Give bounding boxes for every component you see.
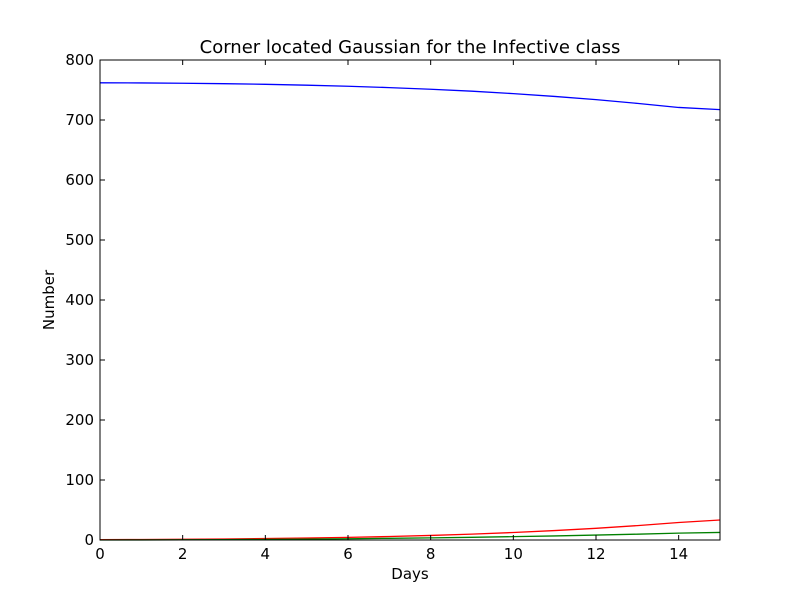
x-tick-label: 12 [586, 545, 605, 563]
plot-background [100, 60, 720, 540]
y-axis-label: Number [40, 269, 58, 330]
y-tick-label: 500 [65, 231, 94, 249]
x-tick-label: 6 [343, 545, 353, 563]
y-tick-label: 0 [84, 531, 94, 549]
plot-area [100, 60, 720, 540]
y-tick-label: 800 [65, 51, 94, 69]
ticks-layer: 0 2 4 6 8 10 12 14 0 100 200 300 400 500 600 700 800 [65, 51, 720, 563]
chart-title: Corner located Gaussian for the Infectiv… [200, 37, 621, 58]
y-tick-label: 600 [65, 171, 94, 189]
x-tick-label: 10 [504, 545, 523, 563]
y-tick-label: 300 [65, 351, 94, 369]
x-tick-label: 4 [261, 545, 271, 563]
series-line-1 [99, 82, 721, 111]
y-tick-label: 700 [65, 111, 94, 129]
x-tick-label: 14 [669, 545, 688, 563]
x-tick-label: 0 [95, 545, 105, 563]
x-tick-label: 2 [178, 545, 188, 563]
y-tick-label: 400 [65, 291, 94, 309]
x-tick-label: 8 [426, 545, 436, 563]
y-tick-label: 200 [65, 411, 94, 429]
y-tick-label: 100 [65, 471, 94, 489]
x-axis-label: Days [391, 565, 429, 583]
